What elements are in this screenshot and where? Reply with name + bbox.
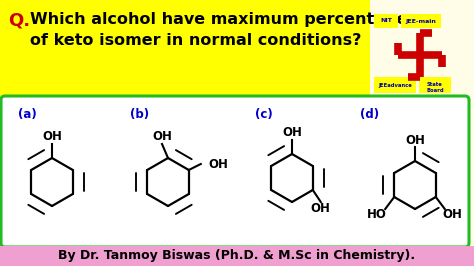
Text: State: State <box>427 82 443 87</box>
FancyBboxPatch shape <box>0 246 474 266</box>
Text: NIT: NIT <box>380 19 392 23</box>
Text: OH: OH <box>152 131 172 143</box>
Text: Board: Board <box>426 88 444 93</box>
FancyBboxPatch shape <box>374 77 416 93</box>
FancyBboxPatch shape <box>1 96 469 247</box>
Text: (b): (b) <box>130 108 149 121</box>
FancyBboxPatch shape <box>374 14 398 28</box>
Text: OH: OH <box>209 157 228 171</box>
FancyBboxPatch shape <box>419 77 451 93</box>
Text: JEE-main: JEE-main <box>406 19 437 23</box>
Text: (d): (d) <box>360 108 379 121</box>
Text: OH: OH <box>311 202 331 215</box>
Text: (a): (a) <box>18 108 37 121</box>
Text: OH: OH <box>443 207 463 221</box>
Text: By Dr. Tanmoy Biswas (Ph.D. & M.Sc in Chemistry).: By Dr. Tanmoy Biswas (Ph.D. & M.Sc in Ch… <box>58 250 416 263</box>
Text: OH: OH <box>282 127 302 139</box>
Text: (c): (c) <box>255 108 273 121</box>
FancyBboxPatch shape <box>0 0 380 98</box>
FancyBboxPatch shape <box>370 0 474 98</box>
Text: HO: HO <box>367 207 387 221</box>
Text: OH: OH <box>42 131 62 143</box>
FancyBboxPatch shape <box>401 14 441 28</box>
Text: OH: OH <box>405 134 425 147</box>
Text: Q.: Q. <box>8 12 30 30</box>
Text: JEEadvance: JEEadvance <box>378 82 412 88</box>
Text: Which alcohol have maximum percentage
of keto isomer in normal conditions?: Which alcohol have maximum percentage of… <box>30 12 407 48</box>
